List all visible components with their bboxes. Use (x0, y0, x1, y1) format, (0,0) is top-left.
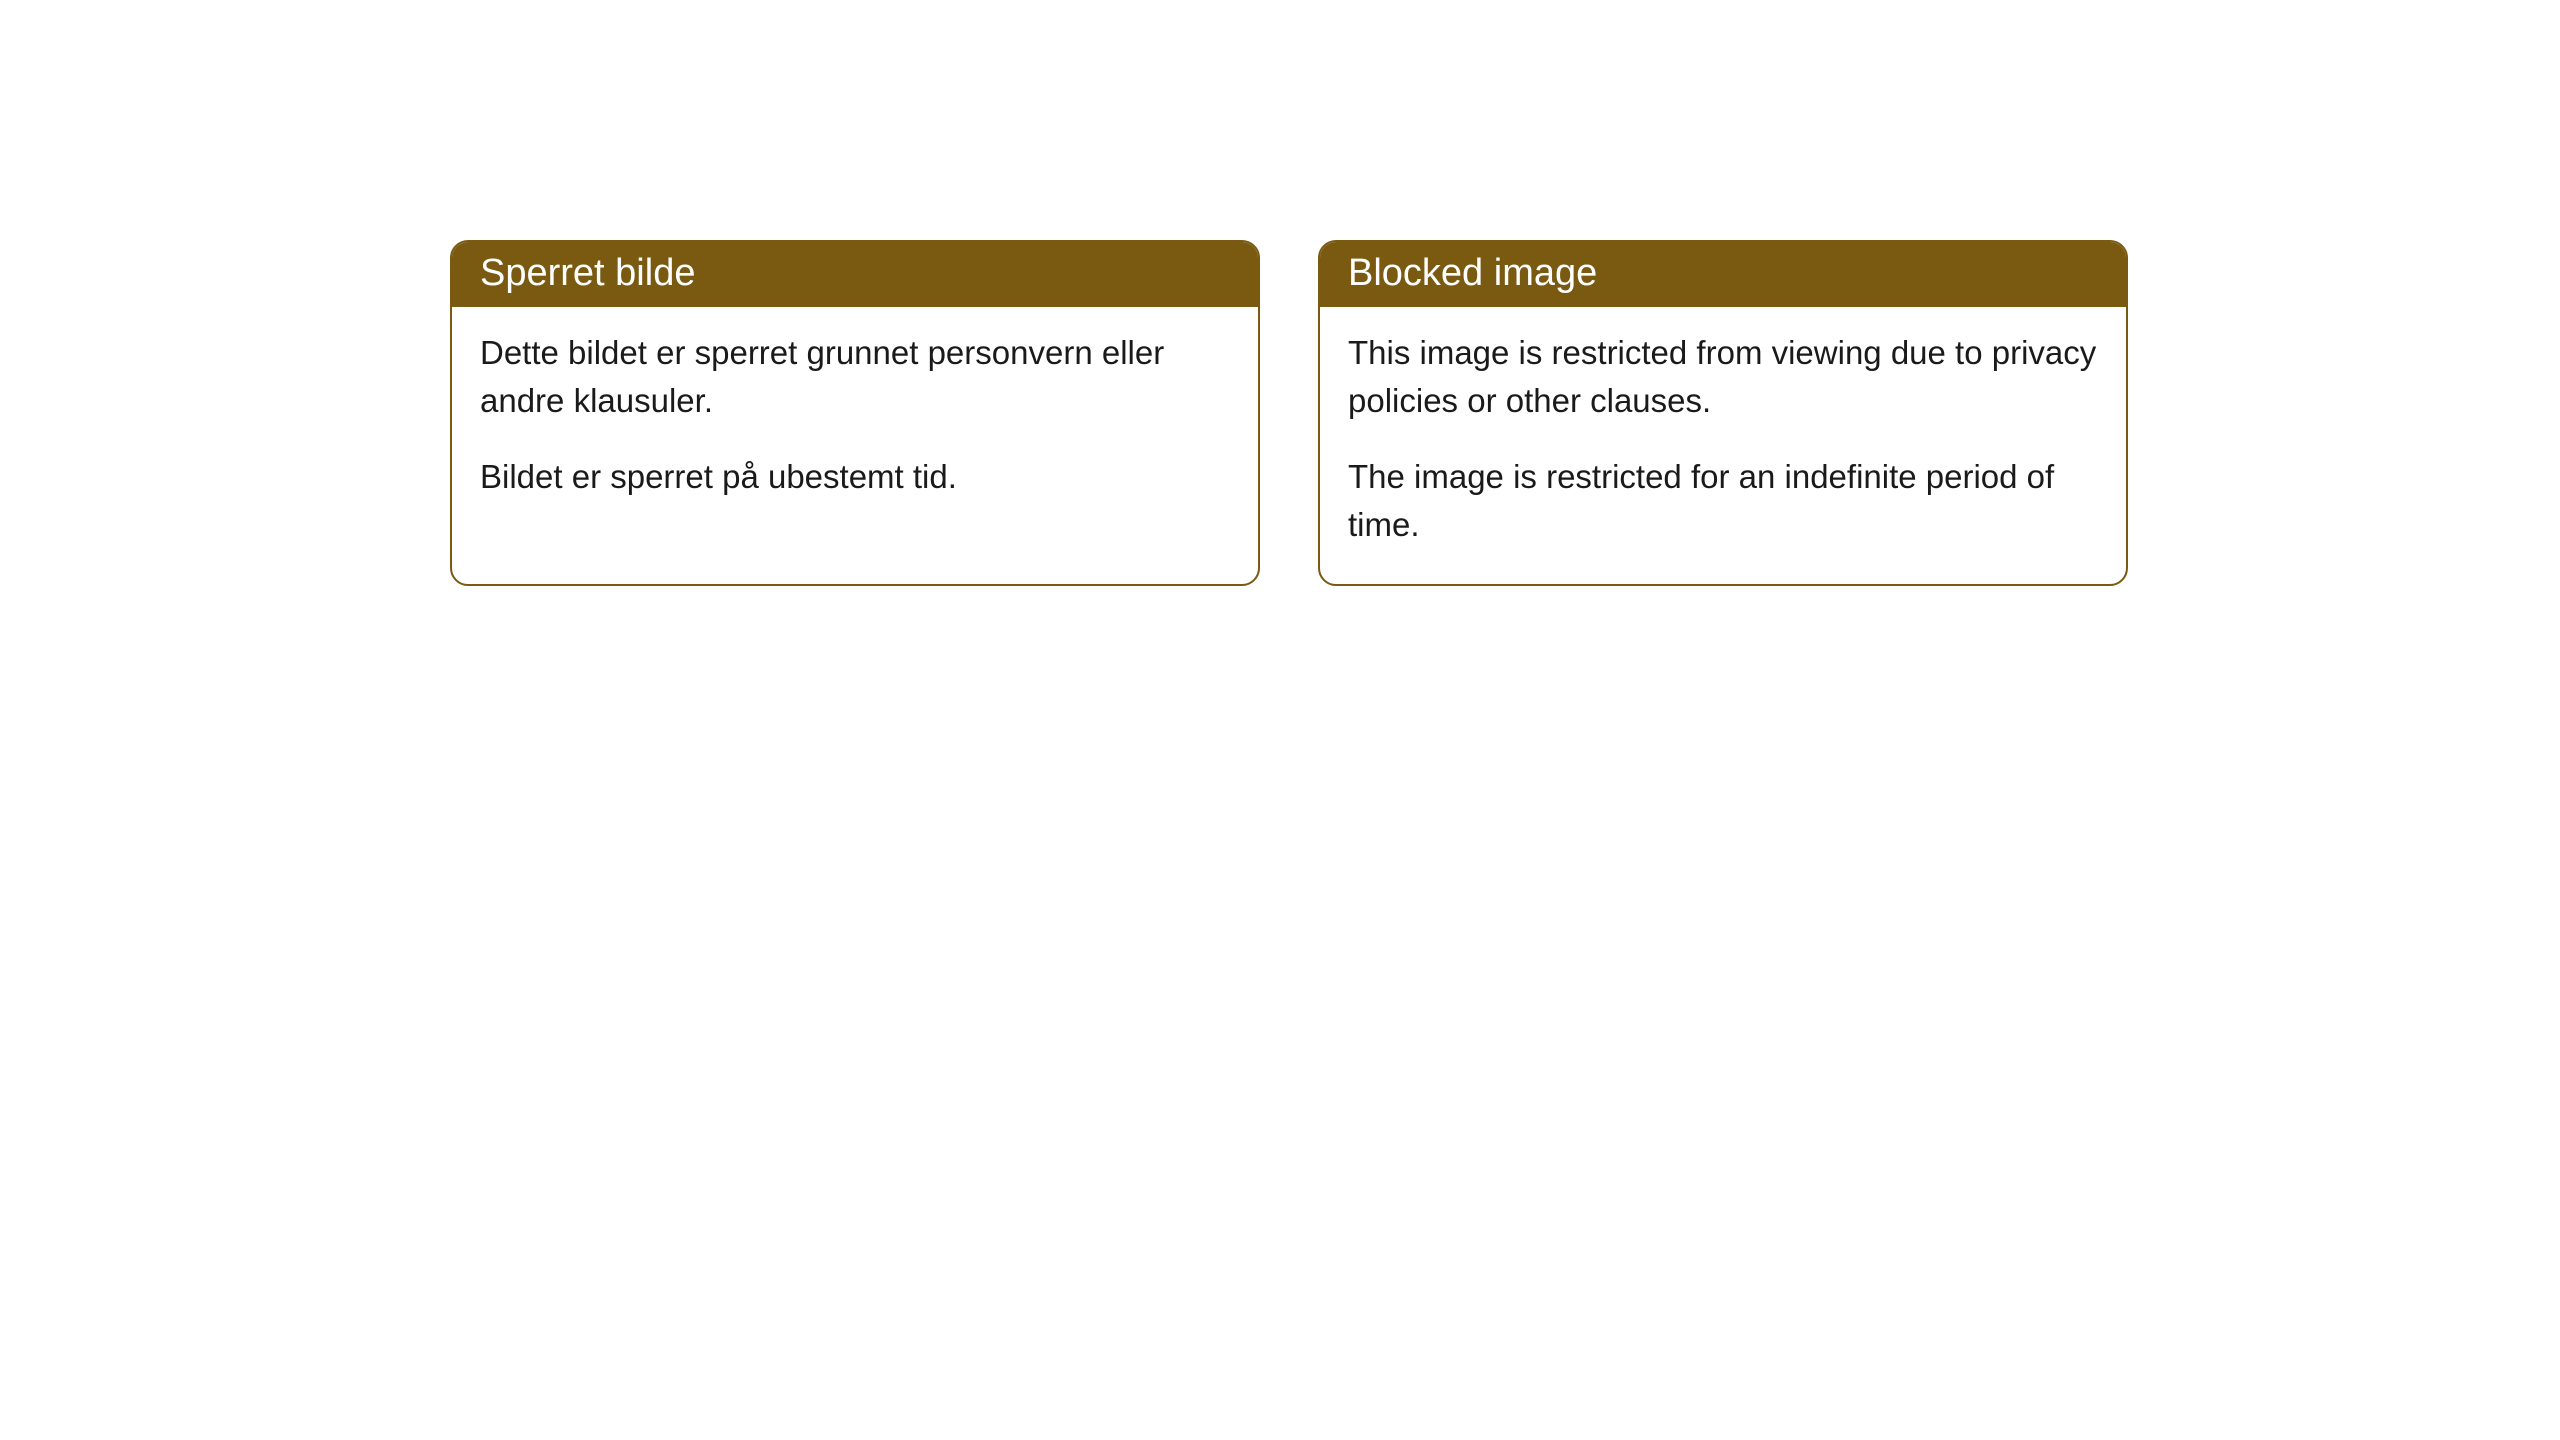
card-paragraph: Bildet er sperret på ubestemt tid. (480, 453, 1230, 501)
card-title: Sperret bilde (480, 252, 695, 294)
blocked-image-card-en: Blocked image This image is restricted f… (1318, 240, 2128, 586)
card-header: Sperret bilde (452, 242, 1258, 307)
blocked-image-card-no: Sperret bilde Dette bildet er sperret gr… (450, 240, 1260, 586)
card-paragraph: Dette bildet er sperret grunnet personve… (480, 329, 1230, 425)
notice-cards-container: Sperret bilde Dette bildet er sperret gr… (450, 240, 2128, 586)
card-body: Dette bildet er sperret grunnet personve… (452, 307, 1258, 537)
card-title: Blocked image (1348, 252, 1597, 294)
card-header: Blocked image (1320, 242, 2126, 307)
card-body: This image is restricted from viewing du… (1320, 307, 2126, 584)
card-paragraph: The image is restricted for an indefinit… (1348, 453, 2098, 549)
card-paragraph: This image is restricted from viewing du… (1348, 329, 2098, 425)
